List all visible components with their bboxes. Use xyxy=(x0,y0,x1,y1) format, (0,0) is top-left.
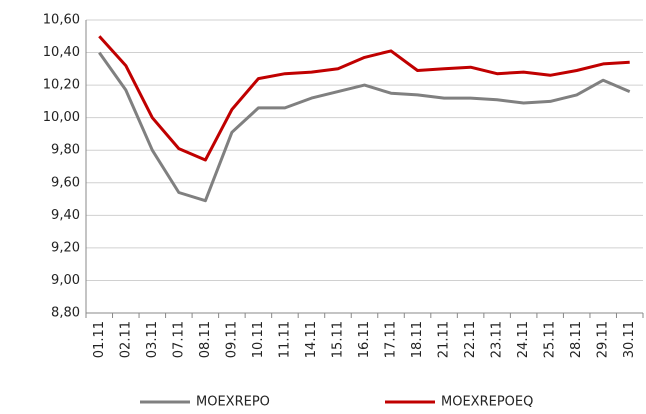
y-tick-label: 9,80 xyxy=(51,143,80,158)
x-tick-label: 10.11 xyxy=(251,321,266,358)
x-tick-label: 18.11 xyxy=(410,321,425,358)
x-tick-label: 16.11 xyxy=(357,321,372,358)
series-line xyxy=(98,51,631,203)
y-tick-label: 8,80 xyxy=(51,306,80,321)
y-tick-label: 10,00 xyxy=(43,110,80,125)
y-tick-label: 10,20 xyxy=(43,78,80,93)
x-tick-label: 24.11 xyxy=(516,321,531,358)
y-tick-label: 9,40 xyxy=(51,208,80,223)
x-tick-label: 17.11 xyxy=(384,321,399,358)
x-tick-label: 25.11 xyxy=(543,321,558,358)
y-tick-label: 9,20 xyxy=(51,240,80,255)
x-tick-label: 03.11 xyxy=(145,321,160,358)
x-tick-label: 23.11 xyxy=(490,321,505,358)
x-tick-label: 08.11 xyxy=(198,321,213,358)
y-tick-label: 9,00 xyxy=(51,273,80,288)
series-line xyxy=(98,35,630,162)
y-tick-label: 10,60 xyxy=(43,13,80,28)
x-tick-label: 30.11 xyxy=(622,321,637,358)
x-tick-label: 28.11 xyxy=(569,321,584,358)
x-tick-label: 21.11 xyxy=(437,321,452,358)
x-tick-label: 22.11 xyxy=(463,321,478,358)
y-tick-label: 10,40 xyxy=(43,45,80,60)
x-tick-label: 15.11 xyxy=(330,321,345,358)
x-tick-label: 29.11 xyxy=(596,321,611,358)
legend-label: MOEXREPO xyxy=(196,395,270,410)
x-tick-label: 01.11 xyxy=(92,321,107,358)
x-tick-label: 02.11 xyxy=(118,321,133,358)
x-tick-label: 07.11 xyxy=(171,321,186,358)
y-tick-label: 9,60 xyxy=(51,175,80,190)
x-tick-label: 11.11 xyxy=(277,321,292,358)
legend-label: MOEXREPOEQ xyxy=(441,395,533,410)
x-tick-label: 09.11 xyxy=(224,321,239,358)
x-tick-label: 14.11 xyxy=(304,321,319,358)
